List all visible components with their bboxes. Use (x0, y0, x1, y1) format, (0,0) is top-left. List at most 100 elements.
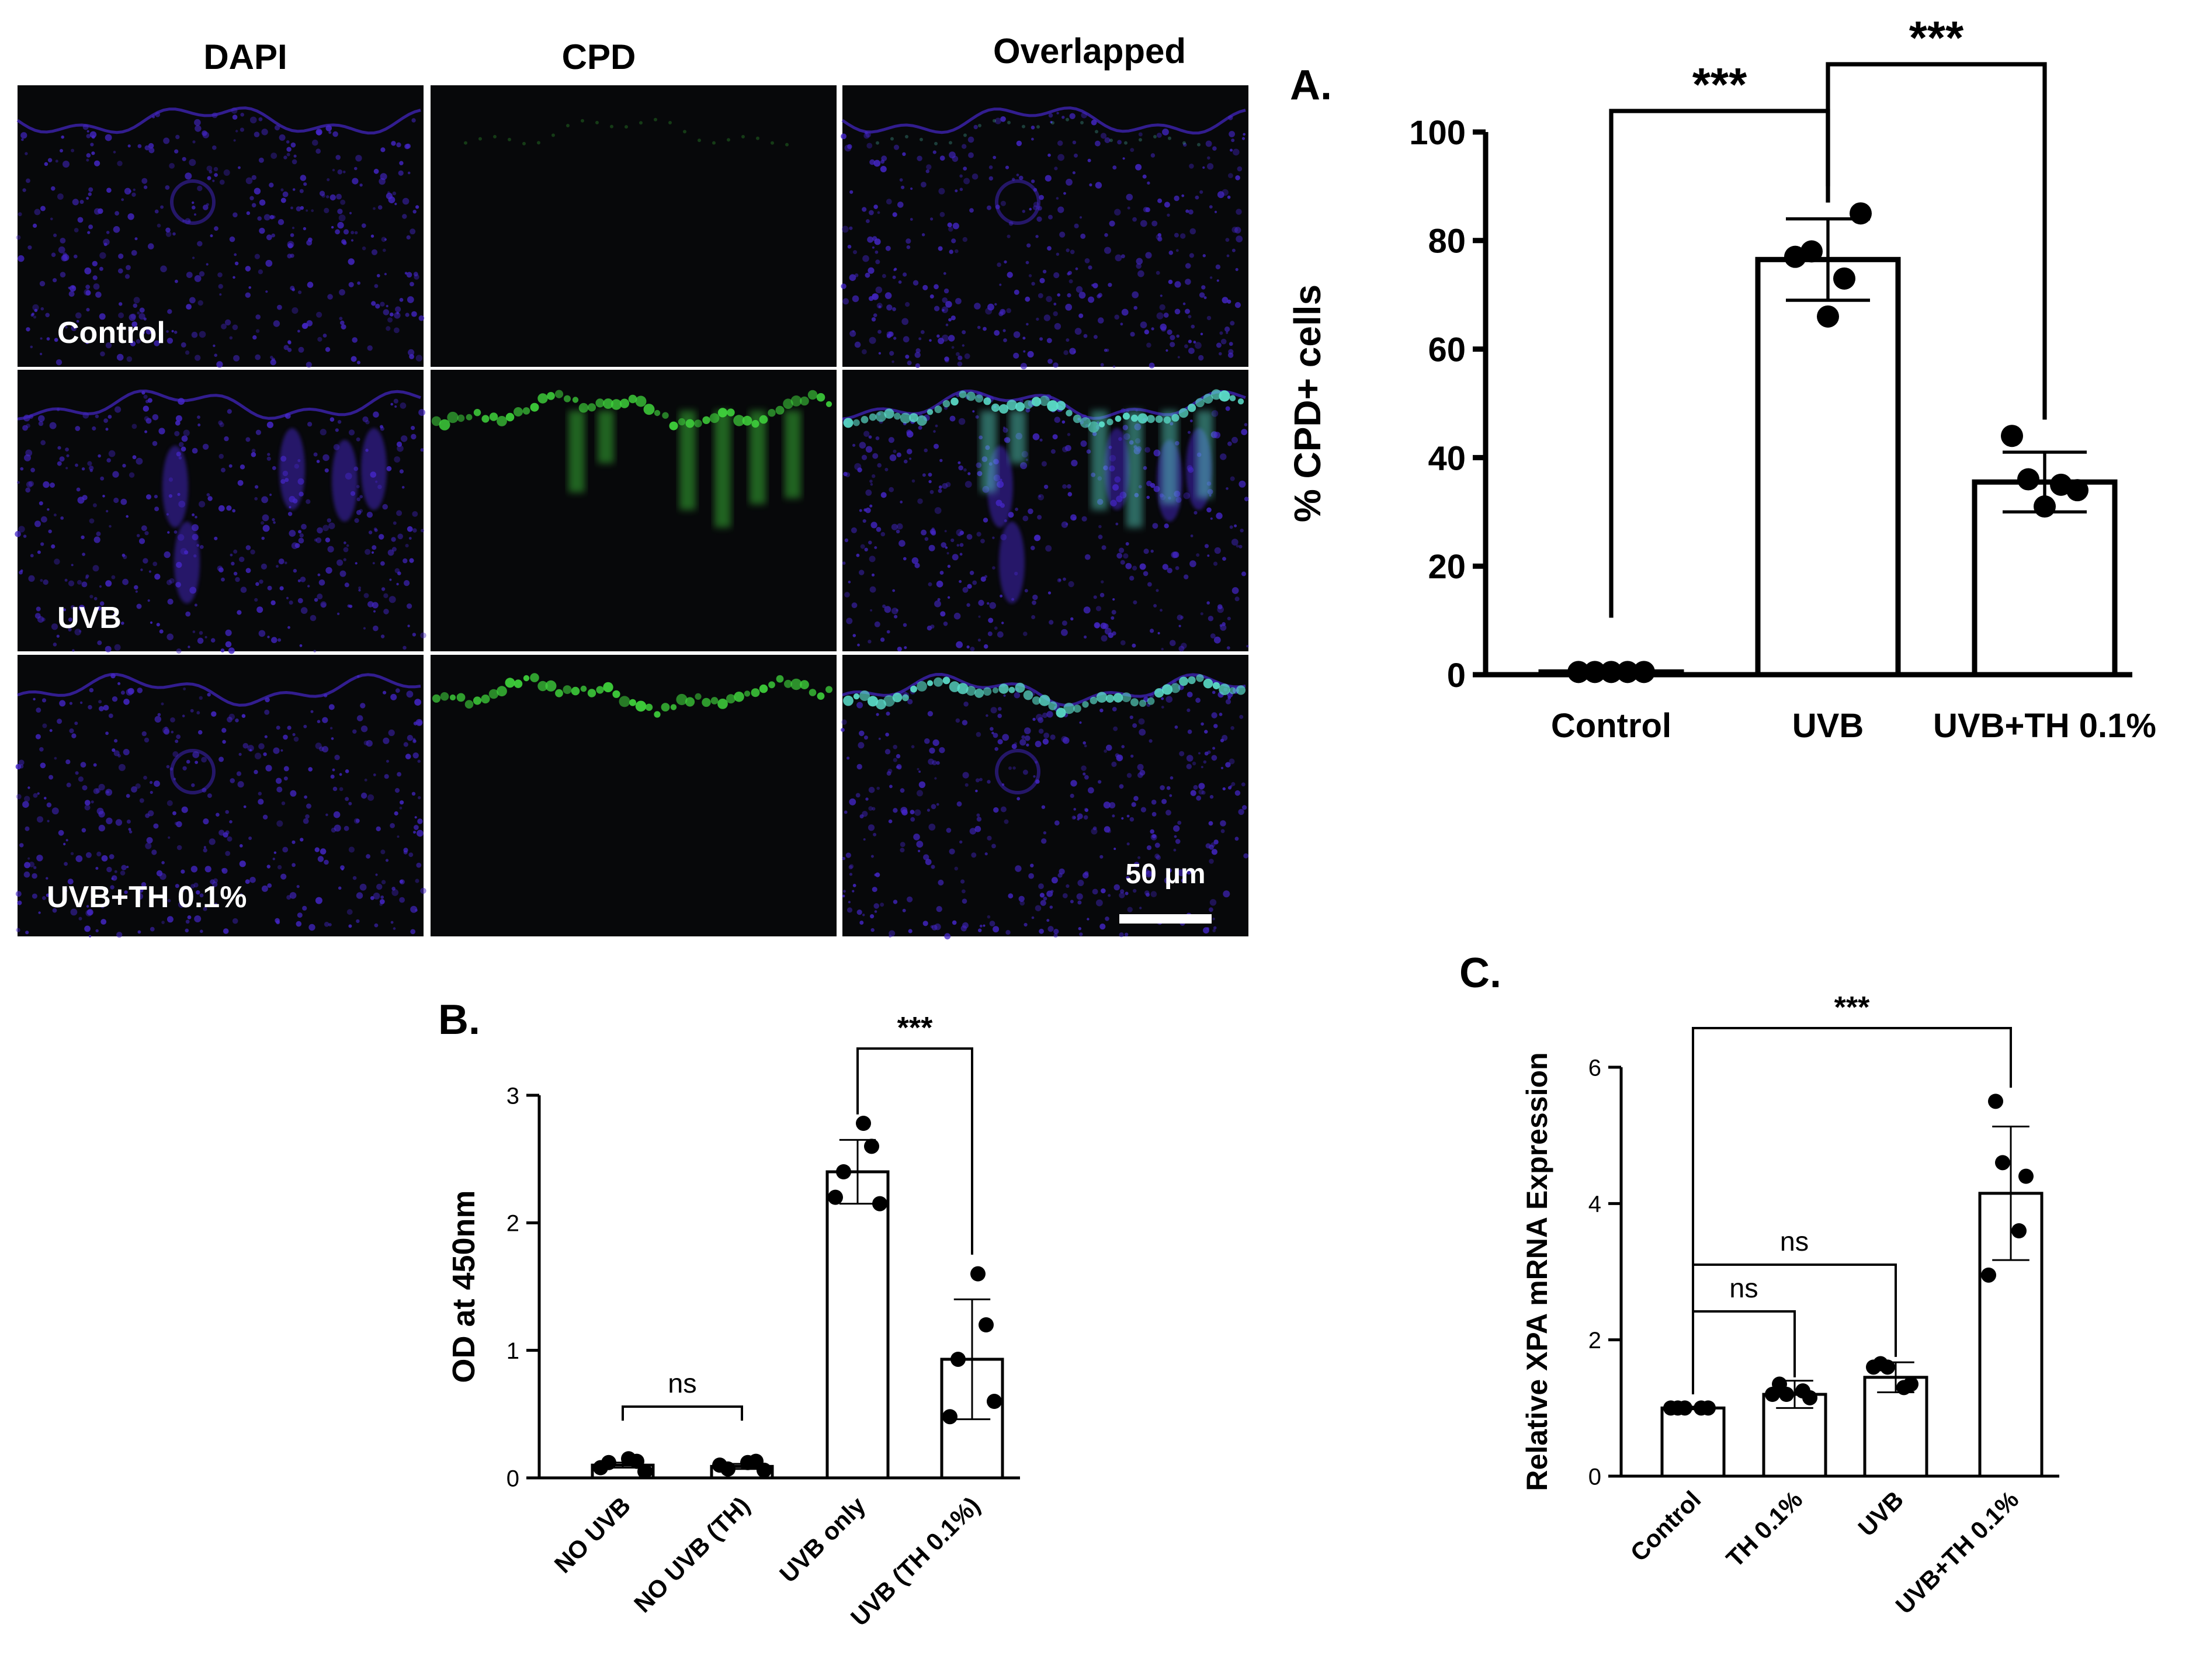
nucleus (207, 793, 212, 799)
nucleus (245, 266, 251, 272)
nucleus (158, 428, 165, 435)
cpd-signal (975, 394, 983, 403)
cpd-signal (902, 694, 909, 702)
nucleus (197, 637, 204, 644)
nucleus (276, 920, 280, 925)
nucleus (16, 481, 20, 484)
nucleus (254, 131, 260, 137)
nucleus (1204, 544, 1209, 549)
nucleus (956, 641, 963, 648)
nucleus (394, 811, 398, 816)
nucleus (276, 726, 280, 730)
nucleus (136, 339, 141, 344)
nucleus (847, 245, 852, 249)
nucleus (1087, 158, 1091, 162)
nucleus (226, 505, 232, 511)
nucleus (380, 895, 384, 899)
nucleus (1226, 254, 1230, 258)
nucleus (407, 624, 410, 627)
nucleus (962, 330, 966, 335)
nucleus (118, 254, 124, 259)
cpd-signal (1063, 703, 1075, 714)
nucleus (910, 187, 913, 190)
nucleus (354, 518, 359, 523)
nucleus (189, 159, 196, 166)
nucleus (849, 190, 854, 194)
nucleus (206, 203, 209, 206)
nucleus (974, 825, 981, 832)
nucleus (98, 824, 105, 832)
nucleus (192, 513, 195, 516)
nucleus (103, 242, 107, 247)
nucleus (875, 250, 879, 254)
nucleus (228, 713, 235, 720)
nucleus (876, 786, 880, 790)
nucleus (99, 887, 103, 890)
nucleus (896, 452, 901, 457)
nucleus (969, 571, 974, 575)
nucleus (858, 742, 865, 749)
nucleus (165, 231, 172, 237)
nucleus (1234, 596, 1240, 602)
cpd-signal (635, 395, 647, 407)
nucleus (352, 876, 357, 880)
nucleus (1079, 932, 1083, 936)
cpd-signal (629, 699, 636, 706)
cpd-signal (564, 395, 571, 402)
nucleus (255, 429, 261, 435)
nucleus (289, 892, 297, 899)
nucleus (1193, 341, 1196, 344)
nucleus (148, 147, 155, 154)
nucleus (857, 643, 860, 647)
nucleus (993, 926, 1000, 933)
nucleus (1115, 753, 1119, 758)
nucleus (1012, 766, 1016, 770)
nucleus (1077, 818, 1080, 821)
cpd-signal (883, 695, 895, 707)
cpd-signal (1203, 394, 1213, 404)
nucleus (901, 318, 909, 325)
nucleus (373, 207, 376, 210)
nucleus (273, 521, 276, 524)
nucleus (262, 814, 268, 820)
nucleus (889, 935, 892, 938)
nucleus (1140, 807, 1146, 813)
nucleus (269, 494, 272, 496)
nucleus (1157, 198, 1163, 203)
nucleus (897, 202, 904, 208)
cpd-signal (710, 697, 719, 704)
nucleus (195, 125, 202, 132)
nucleus (1088, 787, 1094, 794)
nucleus (26, 327, 30, 332)
nucleus (1068, 581, 1074, 588)
nucleus (196, 711, 200, 715)
nucleus (845, 852, 851, 858)
cpd-signal (698, 138, 701, 143)
nucleus (1209, 859, 1214, 864)
significance-bracket (1692, 1027, 2012, 1347)
nucleus (286, 152, 290, 157)
nucleus (239, 844, 243, 848)
cpd-signal (595, 398, 605, 408)
nucleus (287, 726, 292, 730)
cpd-signal (775, 405, 785, 415)
data-point (1800, 240, 1823, 263)
nucleus (1066, 884, 1070, 888)
nucleus (126, 265, 131, 270)
nucleus (96, 851, 102, 857)
nucleus (126, 820, 131, 824)
nucleus (129, 472, 135, 478)
nucleus (844, 538, 849, 543)
nucleus (1156, 312, 1164, 320)
nucleus (292, 733, 296, 737)
nucleus (203, 204, 209, 210)
cpd-signal (1203, 678, 1213, 689)
nucleus (873, 903, 879, 909)
significance-bracket (622, 1405, 743, 1421)
nucleus (139, 798, 144, 803)
nucleus (362, 246, 366, 251)
nucleus (36, 606, 41, 612)
nucleus (859, 921, 864, 925)
nucleus (1203, 927, 1209, 934)
